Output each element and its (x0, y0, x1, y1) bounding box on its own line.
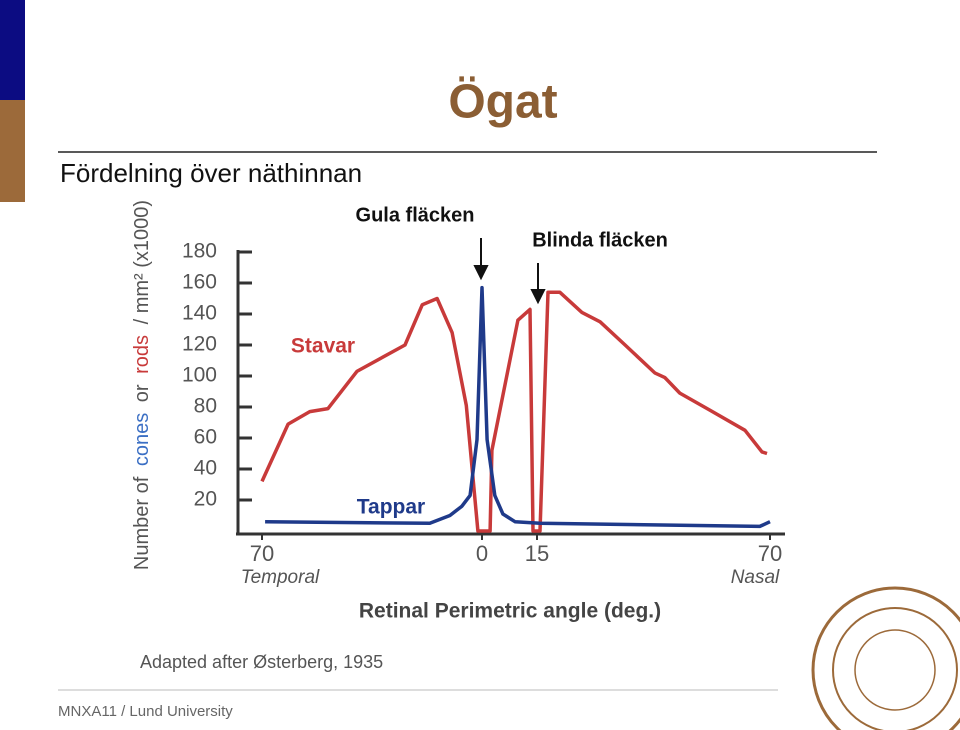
y-axis-label: Number of cones or rods / mm² (x1000) (131, 200, 153, 570)
y-tick-label: 40 (194, 457, 217, 480)
y-label-part: / mm² (x1000) (131, 200, 153, 324)
annotation: Gula fläcken (356, 204, 475, 226)
y-tick-label: 120 (182, 333, 217, 356)
series-label: Tappar (357, 496, 425, 519)
x-tick-label: 70 (250, 541, 274, 566)
y-tick-label: 140 (182, 302, 217, 325)
x-side-label: Temporal (241, 567, 320, 588)
x-side-label: Nasal (731, 567, 780, 588)
slide-title: Ögat (448, 76, 557, 129)
annotation: Blinda fläcken (532, 229, 668, 251)
series-label: Stavar (291, 335, 355, 358)
y-tick-label: 80 (194, 395, 217, 418)
y-tick-label: 60 (194, 426, 217, 449)
source: Adapted after Østerberg, 1935 (140, 652, 383, 672)
y-tick-label: 100 (182, 364, 217, 387)
y-tick-label: 20 (194, 488, 217, 511)
x-tick-label: 0 (476, 541, 488, 566)
arrows (473, 238, 546, 305)
series-line (260, 290, 768, 533)
y-label-part: Number of (131, 476, 153, 570)
y-label-part: or (131, 384, 153, 402)
side-bar-blue (0, 0, 25, 100)
footer: MNXA11 / Lund University (58, 703, 233, 720)
side-bar-brown (0, 100, 25, 202)
y-tick-label: 180 (182, 240, 217, 263)
x-axis-label: Retinal Perimetric angle (deg.) (359, 600, 661, 623)
y-tick-label: 160 (182, 271, 217, 294)
slide-subtitle: Fördelning över näthinnan (60, 158, 362, 188)
x-tick-label: 70 (758, 541, 782, 566)
y-label-part: cones (131, 413, 153, 466)
series-line (265, 285, 771, 529)
logo (811, 586, 960, 730)
y-label-part: rods (131, 335, 153, 374)
x-tick-label: 15 (525, 541, 549, 566)
